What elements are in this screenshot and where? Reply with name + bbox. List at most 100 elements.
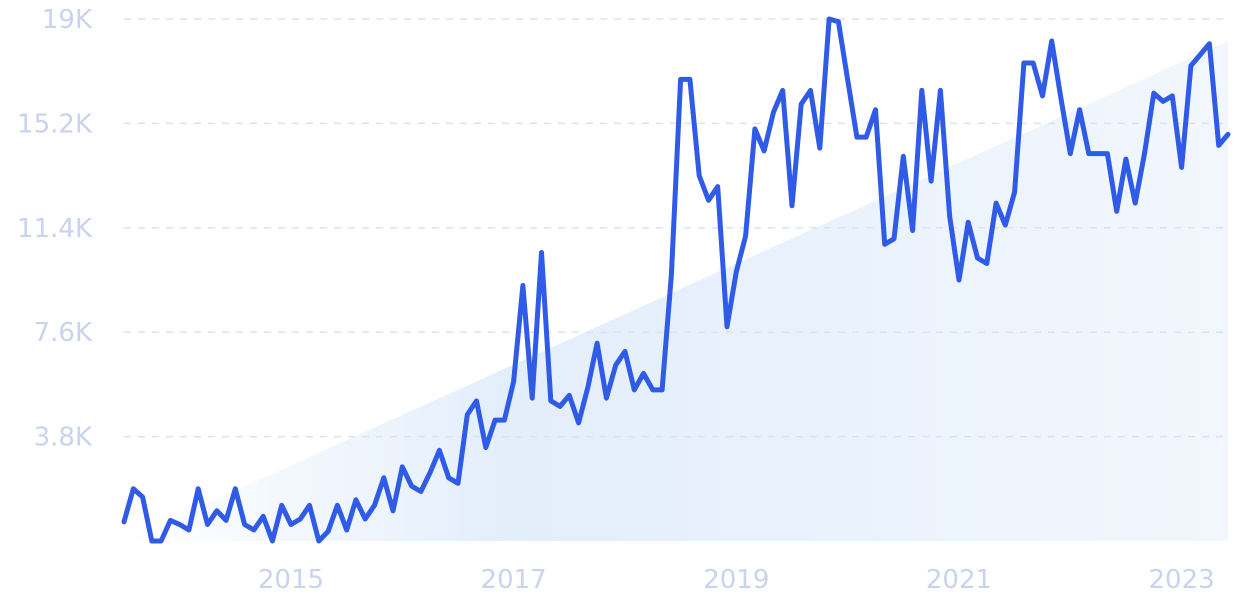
data-point xyxy=(669,272,674,277)
data-point xyxy=(604,396,609,401)
data-point xyxy=(520,283,525,288)
data-point xyxy=(140,495,145,500)
data-point xyxy=(873,107,878,112)
data-point xyxy=(149,539,154,544)
data-point xyxy=(353,497,358,502)
data-point xyxy=(567,393,572,398)
data-point xyxy=(901,154,906,159)
data-point xyxy=(131,486,136,491)
data-point xyxy=(623,349,628,354)
series-line-layer xyxy=(121,16,1231,544)
data-point xyxy=(270,539,275,544)
data-point xyxy=(1059,96,1064,101)
data-point xyxy=(771,110,776,115)
data-point xyxy=(548,398,553,403)
data-point xyxy=(428,470,433,475)
data-point xyxy=(854,135,859,140)
data-point xyxy=(641,371,646,376)
data-point xyxy=(251,528,256,533)
data-point xyxy=(1226,132,1231,137)
data-point xyxy=(790,203,795,208)
y-tick-label: 19K xyxy=(42,5,93,35)
data-point xyxy=(1012,190,1017,195)
data-point xyxy=(483,445,488,450)
data-point xyxy=(1188,63,1193,68)
data-point xyxy=(279,503,284,508)
series-line xyxy=(121,16,1231,544)
data-point xyxy=(502,418,507,423)
data-point xyxy=(409,484,414,489)
data-point xyxy=(530,396,535,401)
data-point xyxy=(706,198,711,203)
y-tick-label: 15.2K xyxy=(17,109,93,139)
trend-area xyxy=(124,40,1228,542)
data-point xyxy=(372,503,377,508)
data-point xyxy=(632,387,637,392)
data-point xyxy=(817,146,822,151)
data-point xyxy=(224,518,229,523)
data-point xyxy=(762,148,767,153)
data-point xyxy=(474,398,479,403)
data-point xyxy=(957,278,962,283)
data-point xyxy=(465,412,470,417)
data-point xyxy=(1161,99,1166,104)
data-point xyxy=(595,341,600,346)
data-point xyxy=(344,528,349,533)
data-point xyxy=(1142,151,1147,156)
data-point xyxy=(1077,107,1082,112)
data-point xyxy=(1198,52,1203,57)
data-point xyxy=(697,173,702,178)
data-point xyxy=(919,88,924,93)
x-tick-label: 2021 xyxy=(926,565,992,595)
data-point xyxy=(1096,151,1101,156)
data-point xyxy=(1170,93,1175,98)
y-tick-label: 11.4K xyxy=(17,214,93,244)
data-point xyxy=(539,250,544,255)
data-point xyxy=(678,77,683,82)
data-point xyxy=(994,201,999,206)
data-point xyxy=(799,102,804,107)
data-point xyxy=(289,522,294,527)
data-point xyxy=(743,234,748,239)
data-point xyxy=(242,522,247,527)
data-point xyxy=(400,464,405,469)
x-axis: 2015 2017 2019 2021 2023 xyxy=(258,565,1215,595)
data-point xyxy=(214,508,219,513)
data-point xyxy=(391,508,396,513)
data-point xyxy=(613,363,618,368)
data-point xyxy=(1207,41,1212,46)
data-point xyxy=(446,475,451,480)
data-point xyxy=(1086,151,1091,156)
data-point xyxy=(168,518,173,523)
data-point xyxy=(381,475,386,480)
data-point xyxy=(808,88,813,93)
data-point xyxy=(929,179,934,184)
data-point xyxy=(585,385,590,390)
data-point xyxy=(1021,61,1026,66)
data-point xyxy=(1179,165,1184,170)
data-point xyxy=(780,88,785,93)
data-point xyxy=(725,324,730,329)
data-point xyxy=(233,486,238,491)
data-point xyxy=(196,486,201,491)
data-point xyxy=(576,420,581,425)
data-point xyxy=(845,77,850,82)
y-axis: 3.8K 7.6K 11.4K 15.2K 19K xyxy=(17,5,93,453)
data-point xyxy=(947,214,952,219)
data-point xyxy=(827,17,832,22)
data-point xyxy=(1040,93,1045,98)
data-point xyxy=(660,387,665,392)
data-point xyxy=(1049,39,1054,44)
data-point xyxy=(687,77,692,82)
data-point xyxy=(418,489,423,494)
data-point xyxy=(1068,151,1073,156)
trend-area-layer xyxy=(124,40,1228,542)
data-point xyxy=(326,529,331,534)
data-point xyxy=(1151,91,1156,96)
data-point xyxy=(836,19,841,24)
data-point xyxy=(966,220,971,225)
data-point xyxy=(1114,209,1119,214)
y-tick-label: 3.8K xyxy=(34,423,93,453)
